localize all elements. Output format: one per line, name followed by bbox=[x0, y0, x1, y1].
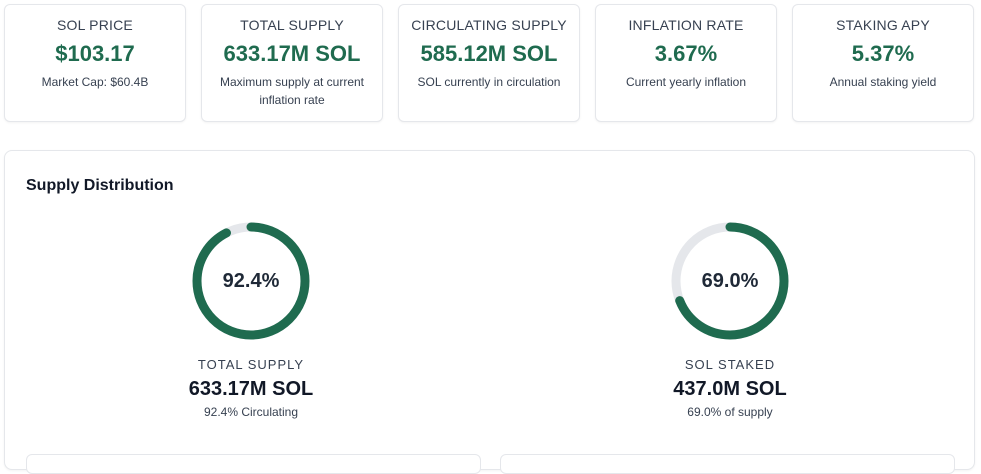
stat-card-total-supply: TOTAL SUPPLY 633.17M SOL Maximum supply … bbox=[201, 4, 383, 122]
donut-ring bbox=[192, 222, 310, 340]
stat-label: CIRCULATING SUPPLY bbox=[411, 17, 567, 33]
supply-distribution-panel: Supply Distribution 92.4% TOTAL SUPPLY 6… bbox=[4, 150, 975, 474]
detail-card bbox=[500, 454, 955, 474]
stat-label: INFLATION RATE bbox=[628, 17, 744, 33]
stat-label: STAKING APY bbox=[836, 17, 930, 33]
stat-value: $103.17 bbox=[55, 41, 135, 66]
donut-total-supply: 92.4% TOTAL SUPPLY 633.17M SOL 92.4% Cir… bbox=[101, 219, 401, 419]
donut-value: 437.0M SOL bbox=[673, 378, 787, 400]
stat-value: 633.17M SOL bbox=[223, 41, 361, 66]
donut-subtext: 92.4% Circulating bbox=[203, 405, 299, 419]
donut-label: TOTAL SUPPLY bbox=[197, 357, 305, 372]
donut-ring bbox=[671, 222, 789, 340]
donut-label: SOL STAKED bbox=[684, 357, 776, 372]
detail-card bbox=[26, 454, 481, 474]
stat-card-staking-apy: STAKING APY 5.37% Annual staking yield bbox=[792, 4, 974, 122]
stat-value: 5.37% bbox=[851, 41, 915, 66]
stats-row: SOL PRICE $103.17 Market Cap: $60.4B TOT… bbox=[4, 4, 974, 122]
stat-card-circulating-supply: CIRCULATING SUPPLY 585.12M SOL SOL curre… bbox=[398, 4, 580, 122]
stat-value: 585.12M SOL bbox=[420, 41, 558, 66]
donut-sol-staked: 69.0% SOL STAKED 437.0M SOL 69.0% of sup… bbox=[580, 219, 880, 419]
stat-card-sol-price: SOL PRICE $103.17 Market Cap: $60.4B bbox=[4, 4, 186, 122]
donut-chart: 92.4% bbox=[189, 219, 313, 343]
donut-subtext: 69.0% of supply bbox=[687, 405, 773, 419]
stat-label: SOL PRICE bbox=[57, 17, 133, 33]
stat-subtext: Current yearly inflation bbox=[625, 75, 747, 89]
donut-progress-arc bbox=[192, 222, 310, 340]
donut-percent: 69.0% bbox=[701, 270, 759, 292]
panel-title: Supply Distribution bbox=[26, 177, 174, 194]
stat-subtext: Maximum supply at current inflation rate bbox=[219, 75, 365, 107]
stat-value: 3.67% bbox=[654, 41, 718, 66]
donut-percent: 92.4% bbox=[222, 270, 280, 292]
donut-value: 633.17M SOL bbox=[188, 378, 314, 400]
stat-subtext: SOL currently in circulation bbox=[417, 75, 561, 89]
stat-subtext: Annual staking yield bbox=[829, 75, 937, 89]
donut-progress-arc bbox=[671, 222, 789, 340]
stat-subtext: Market Cap: $60.4B bbox=[41, 75, 149, 89]
stat-label: TOTAL SUPPLY bbox=[240, 17, 344, 33]
stat-card-inflation-rate: INFLATION RATE 3.67% Current yearly infl… bbox=[595, 4, 777, 122]
donut-chart: 69.0% bbox=[668, 219, 792, 343]
